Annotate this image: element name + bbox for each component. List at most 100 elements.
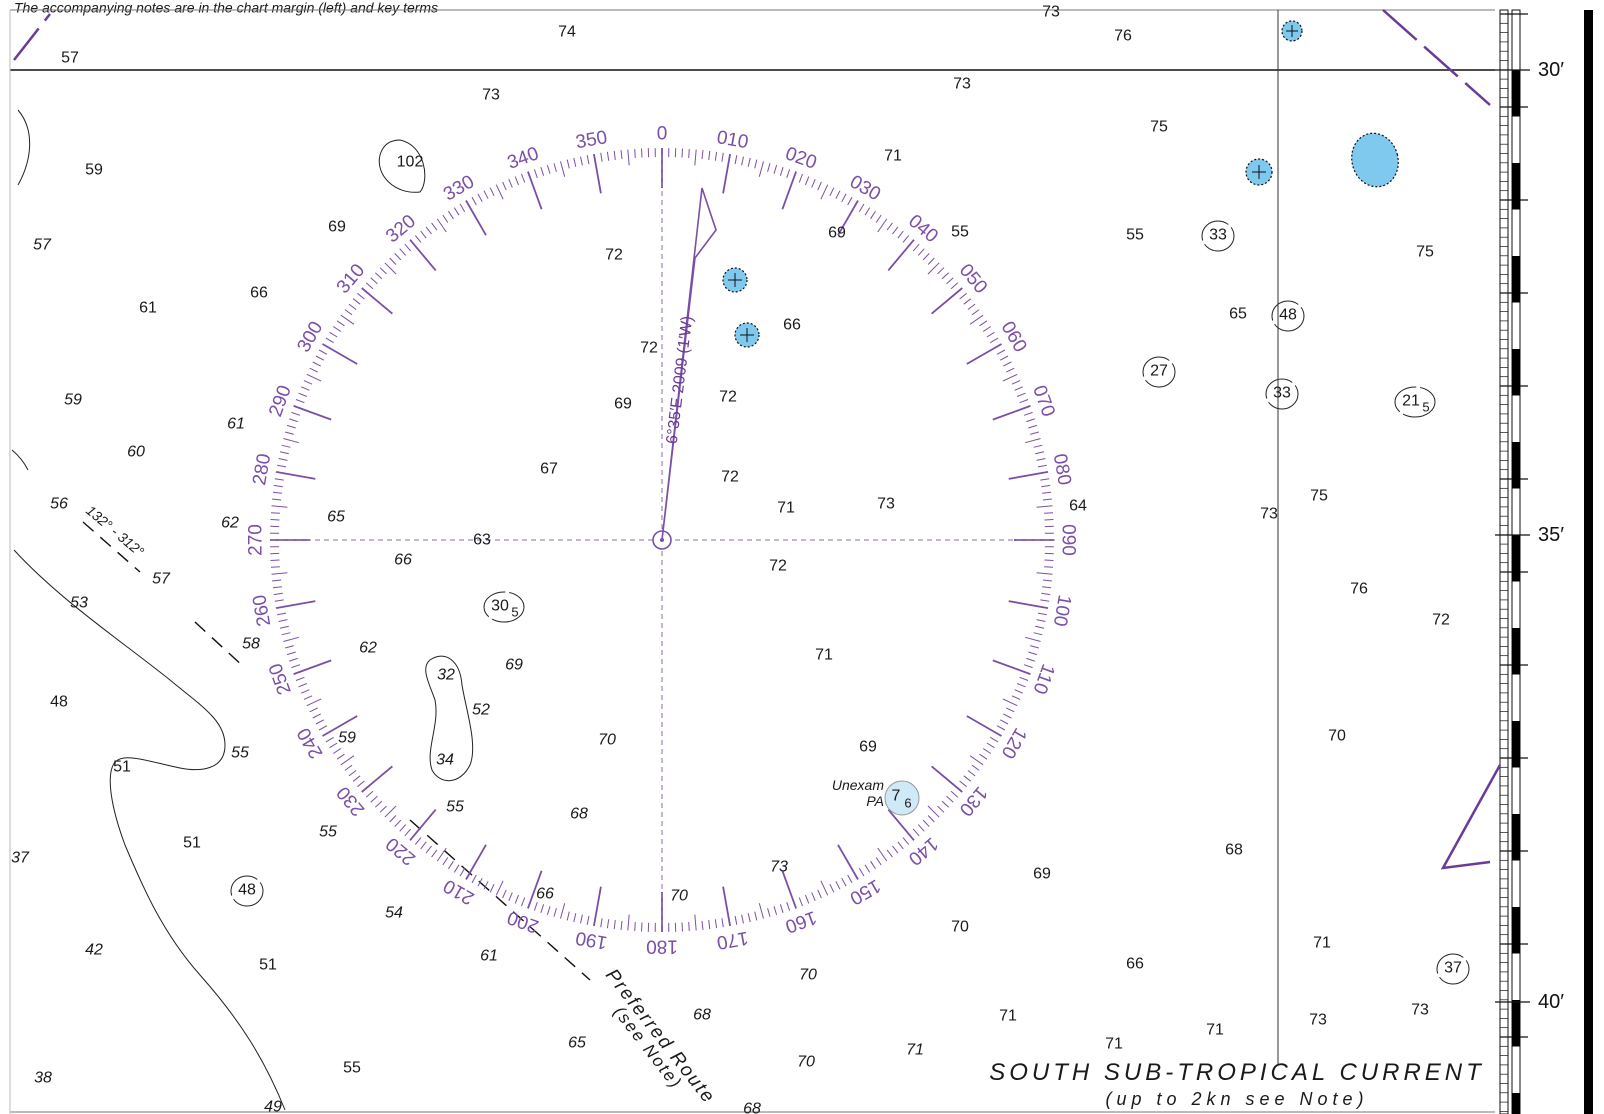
rose-tick xyxy=(508,179,513,188)
rose-tick xyxy=(495,184,504,200)
sounding: 71 xyxy=(1313,935,1331,952)
sounding: 62 xyxy=(359,640,377,657)
sounding: 34 xyxy=(436,752,454,769)
rose-tick xyxy=(979,320,988,327)
rose-tick xyxy=(389,815,397,823)
rose-tick xyxy=(969,755,984,766)
sounding: 71 xyxy=(999,1008,1017,1025)
sounding: 72 xyxy=(769,558,787,575)
sounding: 71 xyxy=(906,1042,924,1059)
rose-tick xyxy=(448,210,454,220)
rose-tick xyxy=(634,922,636,932)
sounding: 71 xyxy=(777,500,795,517)
latitude-label-35: 35′ xyxy=(1538,524,1564,546)
rose-tick xyxy=(805,176,810,186)
rose-tick xyxy=(306,373,322,382)
rose-tick xyxy=(979,753,988,760)
sounding: 72 xyxy=(721,469,739,486)
rose-tick xyxy=(289,418,298,423)
rose-tick xyxy=(495,880,504,896)
rose-tick xyxy=(274,599,284,602)
rose-bearing-label: 270 xyxy=(246,524,267,556)
obstruction-icon xyxy=(1245,158,1273,186)
rose-tick xyxy=(1026,657,1035,662)
current-title: SOUTH SUB-TROPICAL CURRENT xyxy=(989,1059,1485,1086)
boundary-dash xyxy=(1382,9,1491,106)
rose-tick xyxy=(275,471,316,480)
rose-tick xyxy=(734,155,738,165)
rose-tick-marks xyxy=(270,148,1054,932)
sounding: 42 xyxy=(85,942,103,959)
rose-tick xyxy=(271,572,288,575)
rose-tick xyxy=(322,343,358,365)
sounding: 69 xyxy=(1033,866,1051,883)
rose-tick xyxy=(357,780,365,788)
rose-tick xyxy=(1008,600,1049,609)
rose-tick xyxy=(344,764,353,771)
rose-tick xyxy=(553,163,557,172)
rose-tick xyxy=(325,337,334,344)
sounding: 75 xyxy=(1150,119,1168,136)
rose-tick xyxy=(295,399,305,404)
rose-bearing-label: 240 xyxy=(293,724,327,762)
rose-tick xyxy=(1036,505,1053,508)
svg-text:27: 27 xyxy=(1150,363,1168,380)
rose-tick xyxy=(483,190,489,199)
rose-tick xyxy=(286,424,296,429)
rose-tick xyxy=(754,159,758,169)
circled-sounding: 37 xyxy=(1436,953,1470,985)
depth-contour xyxy=(425,655,474,782)
rose-tick xyxy=(1002,373,1018,382)
scale-bar-segment xyxy=(1512,256,1520,303)
rose-tick xyxy=(946,795,954,803)
rose-tick xyxy=(600,152,603,162)
unexamined-label: Unexam xyxy=(832,777,884,793)
rose-tick xyxy=(917,248,925,256)
rose-tick xyxy=(361,765,393,793)
sounding: 73 xyxy=(770,859,788,876)
rose-tick xyxy=(442,857,449,866)
rose-tick xyxy=(917,824,925,832)
scale-bar-segment xyxy=(1512,721,1520,768)
depth-contour xyxy=(378,139,426,193)
rose-tick xyxy=(1037,612,1047,616)
rose-tick xyxy=(837,844,859,880)
rose-tick xyxy=(734,915,738,925)
rose-tick xyxy=(414,235,422,243)
rose-tick xyxy=(370,277,378,285)
rose-tick xyxy=(489,187,495,197)
rose-tick xyxy=(1041,484,1051,488)
rose-tick xyxy=(708,920,711,930)
rose-bearing-label: 130 xyxy=(955,782,991,820)
rose-tick xyxy=(384,262,397,275)
rose-tick xyxy=(1016,392,1026,397)
rose-tick xyxy=(1044,566,1054,568)
rose-tick xyxy=(329,742,338,749)
rose-tick xyxy=(431,849,438,858)
rose-tick xyxy=(877,847,888,862)
sounding: 51 xyxy=(259,957,277,974)
rose-tick xyxy=(306,698,322,707)
scale-bar-segment xyxy=(1512,814,1520,861)
rose-tick xyxy=(1011,695,1021,700)
sounding: 65 xyxy=(327,509,345,526)
rose-bearing-label: 280 xyxy=(249,452,275,487)
rose-tick xyxy=(365,282,374,290)
rose-tick xyxy=(270,512,280,514)
rose-bearing-label: 290 xyxy=(265,383,296,420)
rose-tick xyxy=(283,438,299,444)
magnetic-variation-label: 6°35′E 2009 (1′W) xyxy=(664,315,697,445)
sounding: 51 xyxy=(113,759,131,776)
circled-sounding: 27 xyxy=(1142,356,1176,388)
rose-tick xyxy=(877,218,888,233)
rose-tick xyxy=(409,809,437,841)
rose-tick xyxy=(502,889,507,899)
rose-tick xyxy=(312,361,321,367)
sounding: 73 xyxy=(1042,4,1060,21)
rose-tick xyxy=(325,736,334,743)
unexamined-depth-decimal: 6 xyxy=(904,796,911,811)
rose-tick xyxy=(999,719,1009,725)
rose-tick xyxy=(272,498,282,501)
rose-tick xyxy=(875,857,882,866)
